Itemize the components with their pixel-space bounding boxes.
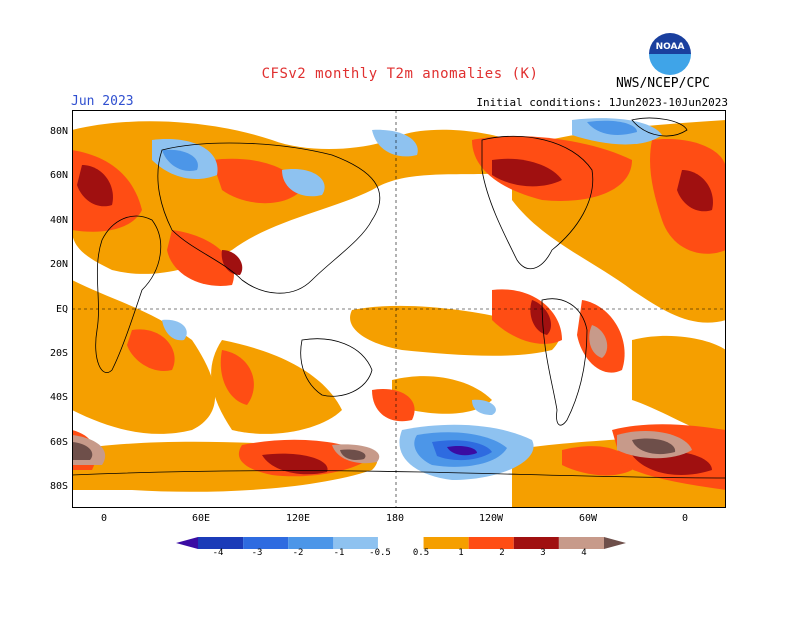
- lon-label-120w: 120W: [478, 513, 504, 524]
- colorbar-cell: [377, 536, 425, 550]
- colorbar-cell: [288, 537, 334, 549]
- initial-conditions: Initial conditions: 1Jun2023-10Jun2023: [476, 96, 728, 109]
- lat-label-80n: 80N: [49, 126, 68, 137]
- anomaly-map: [72, 110, 726, 508]
- lat-label-80s: 80S: [49, 481, 68, 492]
- color-bar: [176, 536, 626, 550]
- agency-label: NWS/NCEP/CPC: [616, 76, 710, 91]
- lat-label-40s: 40S: [49, 392, 68, 403]
- colorbar-cell: [513, 537, 559, 549]
- lon-label-60e: 60E: [191, 513, 211, 524]
- colorbar-cell: [333, 537, 379, 549]
- colorbar-label-m4: -4: [212, 548, 224, 558]
- colorbar-cell: [243, 537, 289, 549]
- colorbar-cell: [604, 537, 626, 549]
- lat-label-20s: 20S: [49, 348, 68, 359]
- colorbar-label-m3: -3: [251, 548, 263, 558]
- coastlines: [72, 117, 726, 479]
- chart-title: CFSv2 monthly T2m anomalies (K): [261, 66, 539, 82]
- lon-label-180: 180: [385, 513, 405, 524]
- colorbar-cell: [176, 537, 198, 549]
- map-frame: [72, 110, 726, 508]
- lat-label-40n: 40N: [49, 215, 68, 226]
- lon-label-60w: 60W: [578, 513, 598, 524]
- lat-label-60n: 60N: [49, 170, 68, 181]
- colorbar-label-3: 3: [540, 548, 546, 558]
- colorbar-cell: [198, 537, 244, 549]
- lon-label-0-east: 0: [681, 513, 689, 524]
- warm-anomaly-gt4: [72, 438, 676, 460]
- lat-label-60s: 60S: [49, 437, 68, 448]
- colorbar-label-4: 4: [581, 548, 587, 558]
- colorbar-label-m05: -0.5: [369, 548, 391, 558]
- cold-anomaly-gt3: [447, 445, 477, 456]
- noaa-logo: NOAA: [649, 33, 691, 75]
- colorbar-cell: [423, 537, 469, 549]
- warm-anomaly-2-3: [77, 158, 713, 475]
- forecast-period: Jun 2023: [71, 94, 134, 109]
- lat-label-eq: EQ: [55, 304, 68, 315]
- lat-label-20n: 20N: [49, 259, 68, 270]
- colorbar-cell: [468, 537, 514, 549]
- colorbar-label-2: 2: [499, 548, 505, 558]
- colorbar-label-m1: -1: [333, 548, 345, 558]
- noaa-logo-text: NOAA: [655, 42, 685, 52]
- colorbar-cell: [558, 537, 604, 549]
- lon-label-0: 0: [100, 513, 108, 524]
- colorbar-label-1: 1: [458, 548, 464, 558]
- colorbar-label-05: 0.5: [412, 548, 430, 558]
- colorbar-label-m2: -2: [292, 548, 304, 558]
- lon-label-120e: 120E: [285, 513, 311, 524]
